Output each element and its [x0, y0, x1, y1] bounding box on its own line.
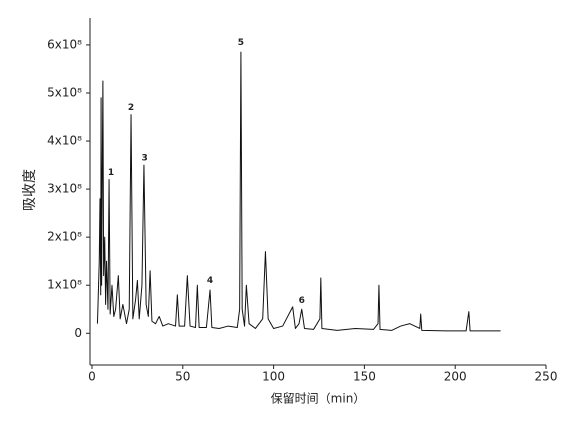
peak-label: 5 [238, 38, 244, 48]
y-tick-label: 0 [74, 326, 82, 340]
peak-label: 4 [207, 276, 213, 286]
x-tick-label: 250 [535, 370, 558, 384]
x-tick-label: 100 [262, 370, 285, 384]
peak-label: 6 [299, 296, 305, 306]
x-axis-label: 保留时间（min） [271, 392, 366, 406]
y-tick-label: 4x10⁸ [47, 134, 82, 148]
y-axis-label: 吸收度 [22, 169, 38, 211]
peak-label: 1 [108, 168, 114, 178]
x-tick-label: 200 [444, 370, 467, 384]
x-tick-label: 150 [353, 370, 376, 384]
y-tick-label: 5x10⁸ [47, 85, 82, 99]
y-tick-label: 1x10⁸ [47, 278, 82, 292]
y-tick-label: 2x10⁸ [47, 230, 82, 244]
chromatogram-line [96, 51, 501, 332]
y-tick-label: 6x10⁸ [47, 37, 82, 51]
peak-label: 3 [142, 153, 148, 163]
x-tick-label: 0 [88, 370, 96, 384]
y-tick-label: 3x10⁸ [47, 182, 82, 196]
x-tick-label: 50 [175, 370, 190, 384]
peak-label: 2 [128, 103, 134, 113]
